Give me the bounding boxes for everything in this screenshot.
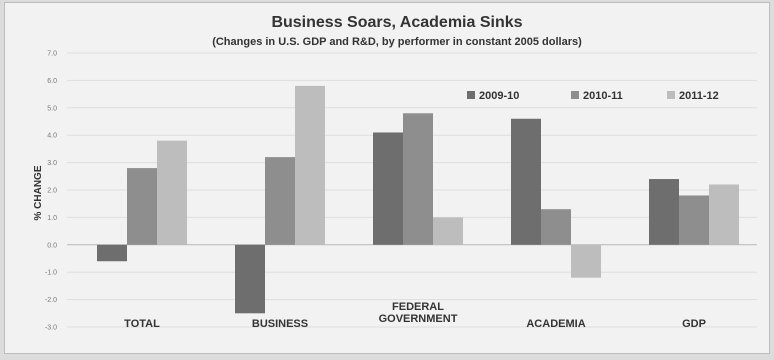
legend-swatch bbox=[467, 91, 475, 99]
bar bbox=[649, 179, 679, 245]
category-label: FEDERAL bbox=[392, 301, 444, 313]
y-tick-label: -1.0 bbox=[45, 270, 57, 277]
legend-swatch bbox=[667, 91, 675, 99]
chart-frame: Business Soars, Academia Sinks (Changes … bbox=[4, 2, 770, 354]
bar bbox=[157, 140, 187, 245]
bar bbox=[709, 184, 739, 245]
bar bbox=[433, 217, 463, 245]
bar bbox=[295, 85, 325, 245]
legend-label: 2009-10 bbox=[479, 90, 519, 102]
category-label: GDP bbox=[682, 318, 706, 330]
bar bbox=[679, 195, 709, 245]
y-tick-label: 6.0 bbox=[47, 78, 57, 85]
legend-swatch bbox=[571, 91, 579, 99]
legend-label: 2011-12 bbox=[679, 90, 719, 102]
bar bbox=[511, 118, 541, 245]
y-tick-label: 3.0 bbox=[47, 160, 57, 167]
category-label: ACADEMIA bbox=[526, 318, 585, 330]
y-tick-label: 0.0 bbox=[47, 242, 57, 249]
y-tick-label: 5.0 bbox=[47, 105, 57, 112]
y-tick-label: 2.0 bbox=[47, 188, 57, 195]
bar-chart: Business Soars, Academia Sinks (Changes … bbox=[33, 14, 757, 332]
y-tick-label: 7.0 bbox=[47, 51, 57, 58]
category-label: GOVERNMENT bbox=[379, 313, 458, 325]
y-axis-label: % CHANGE bbox=[33, 165, 44, 220]
bar bbox=[373, 132, 403, 245]
chart-title: Business Soars, Academia Sinks bbox=[271, 14, 522, 31]
category-label: TOTAL bbox=[124, 318, 160, 330]
y-tick-label: -2.0 bbox=[45, 297, 57, 304]
chart-subtitle: (Changes in U.S. GDP and R&D, by perform… bbox=[212, 36, 582, 48]
bar bbox=[541, 209, 571, 245]
bar bbox=[127, 168, 157, 245]
bar bbox=[265, 157, 295, 245]
y-tick-label: 4.0 bbox=[47, 133, 57, 140]
bar bbox=[403, 113, 433, 245]
legend-label: 2010-11 bbox=[583, 90, 623, 102]
y-tick-label: -3.0 bbox=[45, 325, 57, 332]
bar bbox=[97, 244, 127, 262]
category-label: BUSINESS bbox=[252, 318, 308, 330]
bar bbox=[235, 244, 265, 314]
bar bbox=[571, 244, 601, 278]
y-tick-label: 1.0 bbox=[47, 215, 57, 222]
